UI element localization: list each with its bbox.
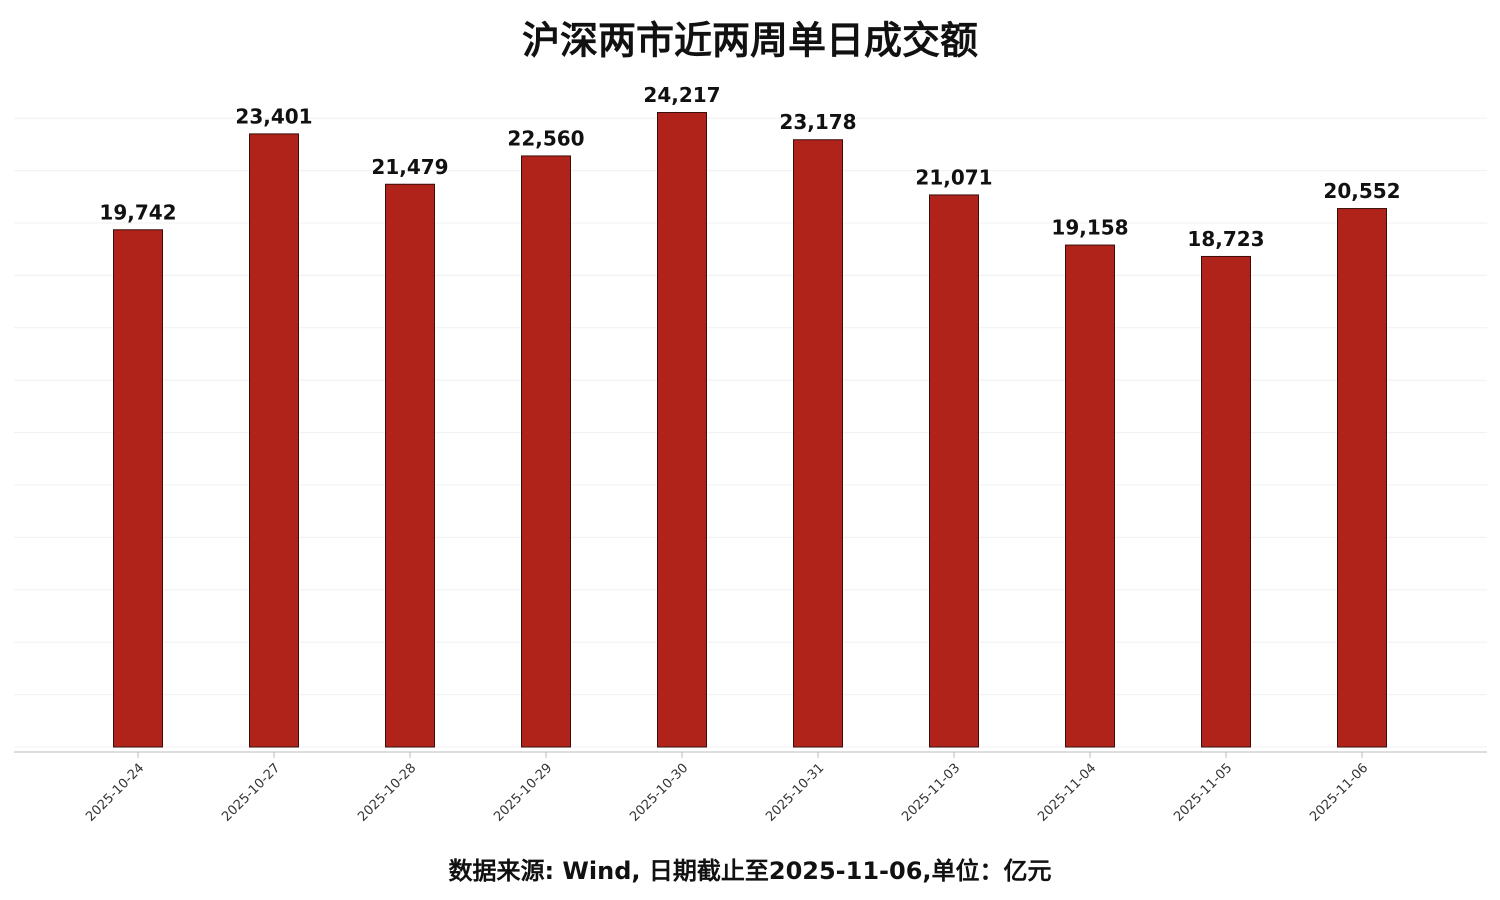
value-label: 22,560 — [507, 126, 584, 150]
x-tick-label: 2025-10-31 — [763, 761, 827, 825]
x-tick-label: 2025-10-29 — [491, 761, 555, 825]
bar — [657, 112, 707, 748]
bar — [1337, 208, 1387, 748]
value-label: 19,742 — [99, 200, 176, 224]
chart-title: 沪深两市近两周单日成交额 — [522, 19, 978, 63]
value-label: 21,479 — [371, 155, 448, 179]
bar — [113, 229, 163, 748]
bar — [793, 139, 843, 748]
bar — [929, 194, 979, 748]
x-tick-label: 2025-10-27 — [219, 761, 283, 825]
x-tick-label: 2025-11-05 — [1171, 761, 1235, 825]
value-label: 23,401 — [235, 104, 312, 128]
x-tick-label: 2025-10-28 — [355, 761, 419, 825]
x-tick-label: 2025-11-04 — [1035, 761, 1099, 825]
x-tick-label: 2025-11-03 — [899, 761, 963, 825]
bar — [249, 133, 299, 748]
value-label: 24,217 — [643, 83, 720, 107]
bar — [385, 183, 435, 748]
value-label: 23,178 — [779, 110, 856, 134]
x-tick-label: 2025-10-24 — [83, 761, 147, 825]
value-label: 21,071 — [915, 165, 992, 189]
x-tick-label: 2025-11-06 — [1307, 761, 1371, 825]
x-tick-label: 2025-10-30 — [627, 761, 691, 825]
bar — [521, 155, 571, 748]
bar — [1201, 255, 1251, 748]
value-label: 18,723 — [1187, 227, 1264, 251]
bar — [1065, 244, 1115, 748]
value-label: 20,552 — [1323, 179, 1400, 203]
source-note: 数据来源: Wind, 日期截止至2025-11-06,单位：亿元 — [448, 857, 1051, 885]
value-label: 19,158 — [1051, 216, 1128, 240]
